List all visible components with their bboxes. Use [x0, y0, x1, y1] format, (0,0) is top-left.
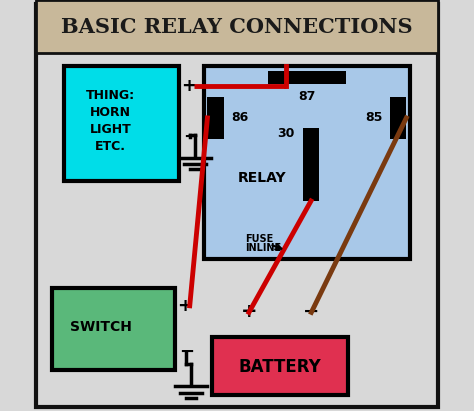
Text: −: −: [179, 343, 194, 361]
Text: +: +: [241, 302, 257, 321]
Text: FUSE: FUSE: [245, 234, 273, 245]
Text: 85: 85: [365, 111, 383, 125]
Bar: [212, 337, 348, 395]
Text: −: −: [303, 302, 319, 321]
Text: INLINE: INLINE: [245, 243, 281, 254]
Text: BATTERY: BATTERY: [239, 358, 321, 376]
Text: SWITCH: SWITCH: [71, 320, 132, 334]
Text: 86: 86: [231, 111, 248, 125]
Bar: [204, 66, 410, 259]
Text: RELAY: RELAY: [237, 171, 286, 185]
Text: −: −: [183, 128, 198, 146]
Text: +: +: [177, 297, 192, 315]
Text: 30: 30: [278, 127, 295, 140]
Bar: [36, 0, 438, 53]
Bar: [303, 127, 319, 201]
Bar: [52, 288, 175, 370]
Bar: [208, 97, 224, 139]
Text: THING:
HORN
LIGHT
ETC.: THING: HORN LIGHT ETC.: [86, 89, 135, 153]
Text: +: +: [182, 78, 197, 95]
Text: BASIC RELAY CONNECTIONS: BASIC RELAY CONNECTIONS: [61, 17, 413, 37]
Bar: [268, 71, 346, 84]
Bar: [390, 97, 406, 139]
Bar: [64, 66, 180, 181]
Text: 87: 87: [298, 90, 316, 103]
